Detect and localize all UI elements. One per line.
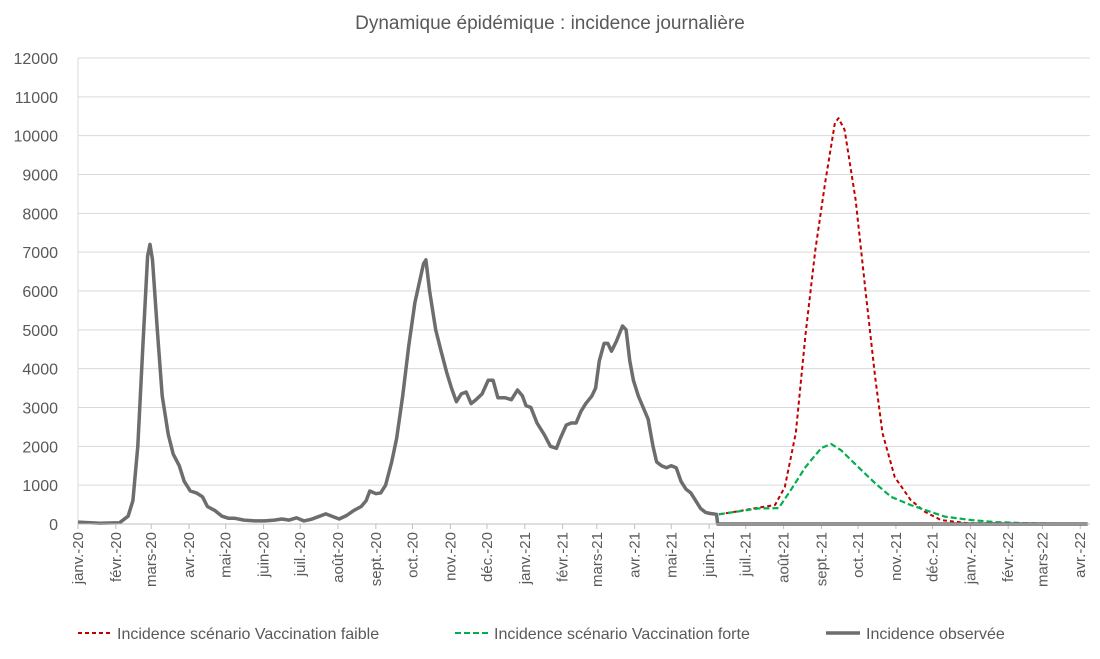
series-vaccination-forte-line bbox=[718, 442, 1088, 526]
legend-label-observee: Incidence observée bbox=[866, 626, 1005, 643]
x-axis-tick-labels: janv.-20 févr.-20 mars-20 avr.-20 mai-20 juin… bbox=[70, 524, 1089, 587]
y-axis-tick-labels: 0 1000 2000 3000 4000 5000 6000 7000 8000 9000 100… bbox=[14, 51, 59, 534]
y-tick-label: 10000 bbox=[14, 129, 59, 146]
y-tick-label: 6000 bbox=[22, 284, 58, 301]
legend-label-forte: Incidence scénario Vaccination forte bbox=[494, 626, 750, 643]
x-tick-label: déc.-20 bbox=[479, 532, 496, 582]
x-tick-label: juil.-21 bbox=[738, 532, 755, 577]
x-tick-label: oct.-21 bbox=[850, 532, 867, 578]
x-tick-label: avr.-21 bbox=[627, 532, 644, 578]
y-tick-label: 1000 bbox=[22, 478, 58, 495]
x-tick-label: sept.-20 bbox=[368, 532, 385, 586]
x-tick-label: mars-21 bbox=[589, 532, 606, 587]
y-tick-label: 7000 bbox=[22, 245, 58, 262]
x-tick-label: févr.-20 bbox=[108, 532, 125, 582]
x-tick-label: nov.-20 bbox=[442, 532, 459, 581]
y-tick-label: 11000 bbox=[15, 90, 58, 107]
x-tick-label: sept.-21 bbox=[813, 532, 830, 586]
x-tick-label: mai-21 bbox=[663, 532, 680, 578]
y-tick-label: 5000 bbox=[22, 323, 58, 340]
legend-label-faible: Incidence scénario Vaccination faible bbox=[117, 626, 379, 643]
x-tick-label: janv.-20 bbox=[70, 532, 87, 585]
x-tick-label: déc.-21 bbox=[925, 532, 942, 582]
series-observee-line bbox=[77, 242, 1088, 526]
x-tick-label: mai-20 bbox=[218, 532, 235, 578]
x-tick-label: août-21 bbox=[776, 532, 793, 583]
x-tick-label: mars-20 bbox=[143, 532, 160, 587]
gridlines bbox=[77, 57, 1090, 524]
series-lines bbox=[77, 117, 1088, 526]
series-vaccination-faible-line bbox=[718, 117, 1088, 525]
x-tick-label: juil.-20 bbox=[292, 532, 309, 577]
x-tick-label: janv.-22 bbox=[962, 532, 979, 585]
x-tick-label: oct.-20 bbox=[404, 532, 421, 578]
x-tick-label: févr.-21 bbox=[555, 532, 572, 582]
x-tick-label: avr.-22 bbox=[1072, 532, 1089, 578]
x-tick-label: nov.-21 bbox=[888, 532, 905, 581]
y-tick-label: 0 bbox=[49, 517, 58, 534]
y-tick-label: 12000 bbox=[14, 51, 59, 68]
y-tick-label: 2000 bbox=[22, 439, 58, 456]
x-tick-label: août-20 bbox=[330, 532, 347, 583]
chart-title: Dynamique épidémique : incidence journal… bbox=[355, 13, 745, 34]
x-tick-label: mars-22 bbox=[1034, 532, 1051, 587]
y-tick-label: 8000 bbox=[22, 206, 58, 223]
y-tick-label: 3000 bbox=[22, 401, 58, 418]
x-tick-label: janv.-21 bbox=[517, 532, 534, 585]
y-tick-label: 4000 bbox=[22, 362, 58, 379]
x-tick-label: juin-21 bbox=[701, 532, 718, 578]
y-tick-label: 9000 bbox=[22, 168, 58, 185]
x-tick-label: juin-20 bbox=[256, 532, 273, 578]
legend: Incidence scénario Vaccination faible In… bbox=[78, 626, 1005, 643]
x-tick-label: févr.-22 bbox=[1000, 532, 1017, 582]
x-tick-label: avr.-20 bbox=[181, 532, 198, 578]
